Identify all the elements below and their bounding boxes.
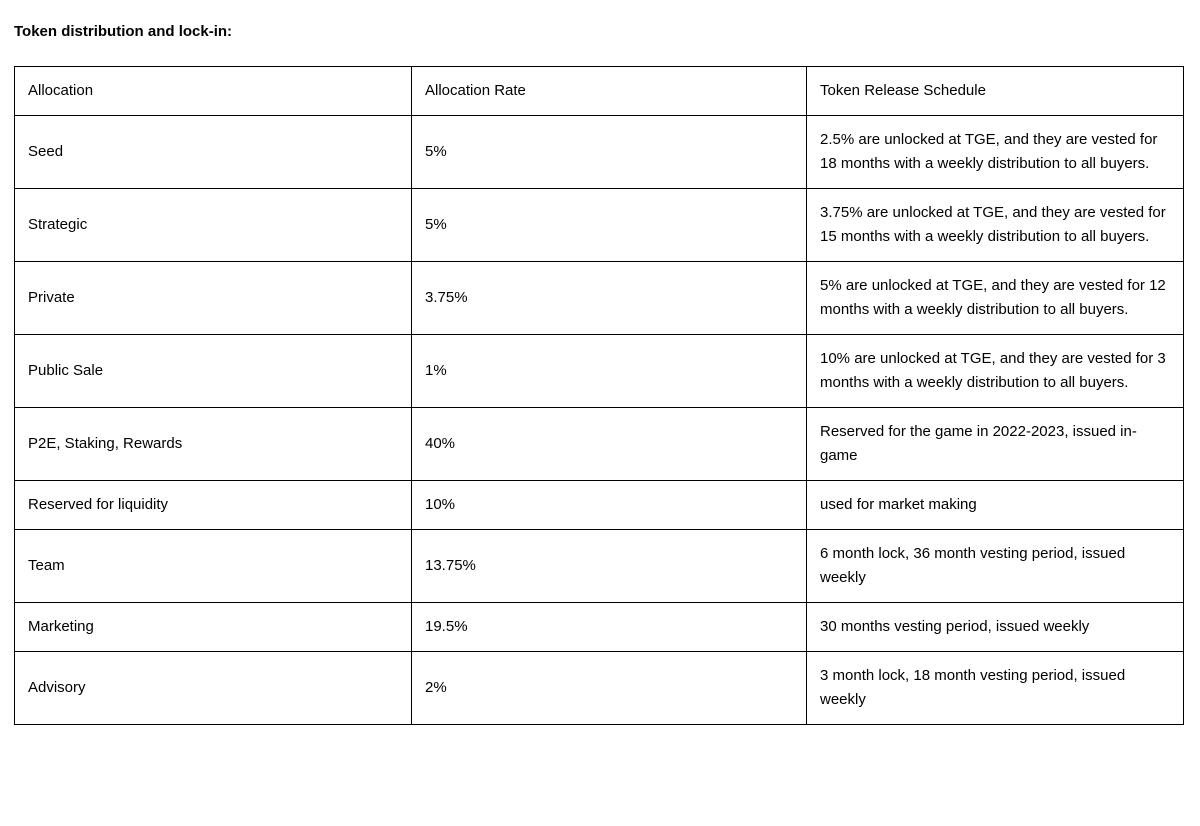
- release-schedule-cell: 10% are unlocked at TGE, and they are ve…: [806, 334, 1184, 408]
- allocation-cell: Public Sale: [14, 334, 412, 408]
- allocation-cell: Team: [14, 529, 412, 603]
- table-row: Private 3.75% 5% are unlocked at TGE, and …: [14, 261, 1184, 335]
- column-header-token-release-schedule: Token Release Schedule: [806, 66, 1184, 116]
- allocation-rate-cell: 1%: [411, 334, 807, 408]
- table-row: Advisory 2% 3 month lock, 18 month vesting…: [14, 651, 1184, 725]
- allocation-cell: Private: [14, 261, 412, 335]
- allocation-cell: Advisory: [14, 651, 412, 725]
- release-schedule-cell: 30 months vesting period, issued weekly: [806, 602, 1184, 652]
- allocation-cell: Seed: [14, 115, 412, 189]
- table-row: Marketing 19.5% 30 months vesting period, …: [14, 602, 1184, 652]
- release-schedule-cell: 3 month lock, 18 month vesting period, i…: [806, 651, 1184, 725]
- release-schedule-cell: 3.75% are unlocked at TGE, and they are …: [806, 188, 1184, 262]
- table-row: Reserved for liquidity 10% used for market…: [14, 480, 1184, 530]
- allocation-rate-cell: 19.5%: [411, 602, 807, 652]
- release-schedule-cell: Reserved for the game in 2022-2023, issu…: [806, 407, 1184, 481]
- table-body: Seed 5% 2.5% are unlocked at TGE, and they…: [14, 115, 1184, 725]
- release-schedule-cell: 5% are unlocked at TGE, and they are ves…: [806, 261, 1184, 335]
- table-row: Team 13.75% 6 month lock, 36 month vesting…: [14, 529, 1184, 603]
- allocation-rate-cell: 2%: [411, 651, 807, 725]
- allocation-rate-cell: 5%: [411, 188, 807, 262]
- page-title: Token distribution and lock-in:: [14, 23, 233, 40]
- allocation-rate-cell: 5%: [411, 115, 807, 189]
- table-row: Public Sale 1% 10% are unlocked at TGE, an…: [14, 334, 1184, 408]
- allocation-rate-cell: 10%: [411, 480, 807, 530]
- table-row: Seed 5% 2.5% are unlocked at TGE, and they…: [14, 115, 1184, 189]
- release-schedule-cell: used for market making: [806, 480, 1184, 530]
- column-header-allocation-rate: Allocation Rate: [411, 66, 807, 116]
- table-row: P2E, Staking, Rewards 40% Reserved for the…: [14, 407, 1184, 481]
- allocation-rate-cell: 13.75%: [411, 529, 807, 603]
- table-row: Strategic 5% 3.75% are unlocked at TGE, an…: [14, 188, 1184, 262]
- allocation-rate-cell: 3.75%: [411, 261, 807, 335]
- table-header-row: Allocation Allocation Rate Token Release…: [14, 66, 1184, 116]
- column-header-allocation: Allocation: [14, 66, 412, 116]
- token-distribution-table: Allocation Allocation Rate Token Release…: [14, 66, 1184, 725]
- release-schedule-cell: 2.5% are unlocked at TGE, and they are v…: [806, 115, 1184, 189]
- allocation-cell: Marketing: [14, 602, 412, 652]
- allocation-rate-cell: 40%: [411, 407, 807, 481]
- release-schedule-cell: 6 month lock, 36 month vesting period, i…: [806, 529, 1184, 603]
- allocation-cell: Strategic: [14, 188, 412, 262]
- allocation-cell: P2E, Staking, Rewards: [14, 407, 412, 481]
- allocation-cell: Reserved for liquidity: [14, 480, 412, 530]
